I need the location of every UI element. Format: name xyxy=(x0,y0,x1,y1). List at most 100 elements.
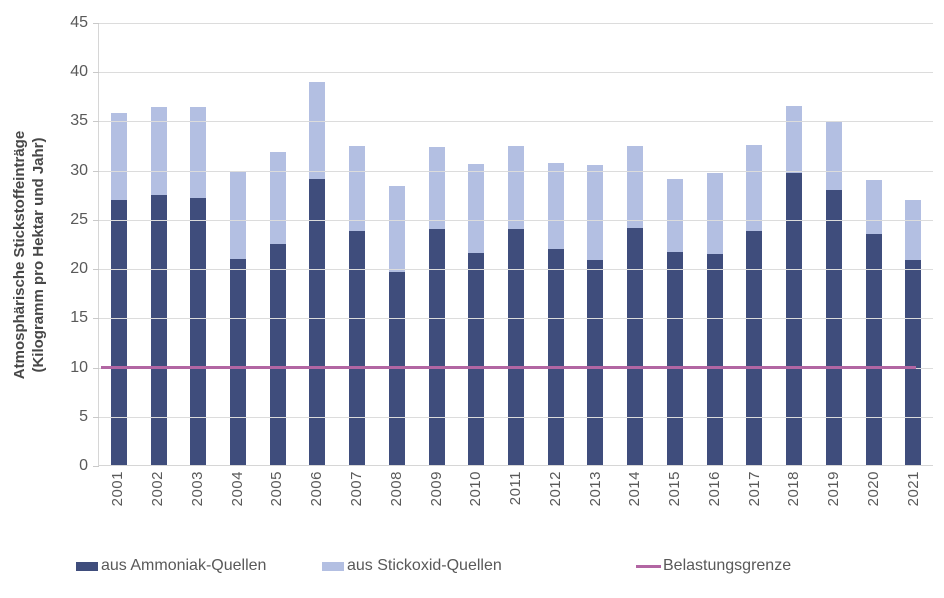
x-axis-tick-label: 2002 xyxy=(149,471,167,507)
x-axis-tick-cell: 2003 xyxy=(178,471,218,521)
gridline xyxy=(99,416,933,418)
x-axis-tick-label: 2007 xyxy=(347,471,365,507)
bar-segment-ammoniak xyxy=(627,228,644,465)
bar-column xyxy=(99,23,139,465)
y-axis-tick xyxy=(93,23,99,24)
x-axis-tick-label: 2021 xyxy=(904,471,922,507)
bar-segment-stickoxid xyxy=(746,144,763,232)
legend-label-ammoniak: aus Ammoniak-Quellen xyxy=(101,557,267,574)
x-axis-tick-cell: 2009 xyxy=(416,471,456,521)
x-axis-tick-label: 2011 xyxy=(507,471,525,506)
gridline xyxy=(99,219,933,221)
x-axis-tick-cell: 2018 xyxy=(774,471,814,521)
bar-segment-ammoniak xyxy=(110,199,127,465)
x-axis-tick-cell: 2016 xyxy=(694,471,734,521)
x-axis-tick-cell: 2011 xyxy=(496,471,536,521)
bar-segment-ammoniak xyxy=(150,194,167,465)
legend-item-ammoniak: aus Ammoniak-Quellen xyxy=(76,556,266,576)
bar-segment-stickoxid xyxy=(428,146,445,230)
y-axis-title-line1: Atmosphärische Stickstoffeinträge xyxy=(11,130,28,380)
bar-column xyxy=(337,23,377,465)
bar-segment-ammoniak xyxy=(190,197,207,465)
bar-column xyxy=(218,23,258,465)
bar-segment-stickoxid xyxy=(150,107,167,195)
bar-segment-ammoniak xyxy=(230,258,247,465)
bar-segment-stickoxid xyxy=(468,164,485,253)
legend-swatch-stickoxid xyxy=(322,561,344,571)
bar-column xyxy=(893,23,933,465)
x-axis-tick-cell: 2017 xyxy=(734,471,774,521)
legend-item-stickoxid: aus Stickoxid-Quellen xyxy=(322,556,502,576)
bar-column xyxy=(417,23,457,465)
bar-segment-stickoxid xyxy=(587,165,604,260)
bar-column xyxy=(774,23,814,465)
bar-segment-ammoniak xyxy=(349,231,366,465)
bar-column xyxy=(695,23,735,465)
bar-segment-stickoxid xyxy=(388,186,405,272)
x-axis-tick-label: 2009 xyxy=(427,471,445,507)
legend-label-belastungsgrenze: Belastungsgrenze xyxy=(663,557,792,574)
gridline xyxy=(99,23,933,24)
bar-column xyxy=(139,23,179,465)
x-axis-tick-labels: 2001 2002 2003 2004 2005 2006 2007 2008 2009 2010… xyxy=(98,471,933,521)
x-axis-tick-label: 2004 xyxy=(228,471,246,507)
x-axis-tick-label: 2015 xyxy=(666,471,684,507)
x-axis-tick-label: 2003 xyxy=(188,471,206,507)
x-axis-tick-cell: 2002 xyxy=(138,471,178,521)
bar-column xyxy=(576,23,616,465)
bar-segment-ammoniak xyxy=(905,259,922,465)
legend-line-belastungsgrenze xyxy=(636,564,661,568)
y-axis-tick xyxy=(93,72,99,74)
bar-column xyxy=(536,23,576,465)
bar-segment-stickoxid xyxy=(865,180,882,235)
bar-segment-stickoxid xyxy=(508,145,525,230)
x-axis-tick-label: 2008 xyxy=(387,471,405,507)
y-axis-tick-labels: 45 40 35 30 25 20 15 10 5 0 xyxy=(40,15,88,474)
x-axis-tick-cell: 2012 xyxy=(535,471,575,521)
x-axis-tick-label: 2016 xyxy=(705,471,723,507)
bar-segment-ammoniak xyxy=(746,231,763,465)
x-axis-tick-cell: 2015 xyxy=(655,471,695,521)
x-axis-tick-label: 2019 xyxy=(825,471,843,507)
bar-column xyxy=(496,23,536,465)
bar-segment-stickoxid xyxy=(269,151,286,244)
y-axis-tick xyxy=(93,170,99,172)
bar-segment-ammoniak xyxy=(587,259,604,465)
x-axis-tick-cell: 2008 xyxy=(376,471,416,521)
bar-column xyxy=(178,23,218,465)
bar-segment-ammoniak xyxy=(428,229,445,465)
bar-segment-stickoxid xyxy=(110,113,127,200)
y-axis-tick xyxy=(93,269,99,271)
y-axis-tick xyxy=(93,416,99,418)
legend-label-stickoxid: aus Stickoxid-Quellen xyxy=(347,557,502,574)
x-axis-tick-cell: 2005 xyxy=(257,471,297,521)
x-axis-tick-cell: 2014 xyxy=(615,471,655,521)
bar-column xyxy=(456,23,496,465)
bar-segment-ammoniak xyxy=(269,244,286,465)
y-axis-tick-label: 10 xyxy=(70,358,88,376)
bar-segment-stickoxid xyxy=(706,173,723,254)
x-axis-tick-cell: 2010 xyxy=(456,471,496,521)
bar-segment-stickoxid xyxy=(349,145,366,232)
bar-segment-stickoxid xyxy=(627,145,644,229)
x-axis-tick-cell: 2019 xyxy=(814,471,854,521)
legend-item-belastungsgrenze: Belastungsgrenze xyxy=(636,556,791,576)
plot-area xyxy=(93,23,933,467)
bar-segment-stickoxid xyxy=(309,81,326,180)
bar-segment-ammoniak xyxy=(706,253,723,465)
bar-column xyxy=(814,23,854,465)
x-axis-tick-label: 2018 xyxy=(785,471,803,507)
y-axis-tick-label: 30 xyxy=(70,161,88,179)
bar-column xyxy=(615,23,655,465)
y-axis-tick-label: 35 xyxy=(70,112,88,130)
x-axis-tick-cell: 2013 xyxy=(575,471,615,521)
x-axis-tick-label: 2014 xyxy=(626,471,644,507)
x-axis-tick-label: 2020 xyxy=(864,471,882,507)
y-axis-tick-label: 0 xyxy=(79,457,88,474)
bar-segment-ammoniak xyxy=(468,252,485,465)
x-axis-tick-cell: 2007 xyxy=(337,471,377,521)
bar-segment-stickoxid xyxy=(230,172,247,259)
bar-column xyxy=(735,23,775,465)
bar-segment-stickoxid xyxy=(547,162,564,249)
